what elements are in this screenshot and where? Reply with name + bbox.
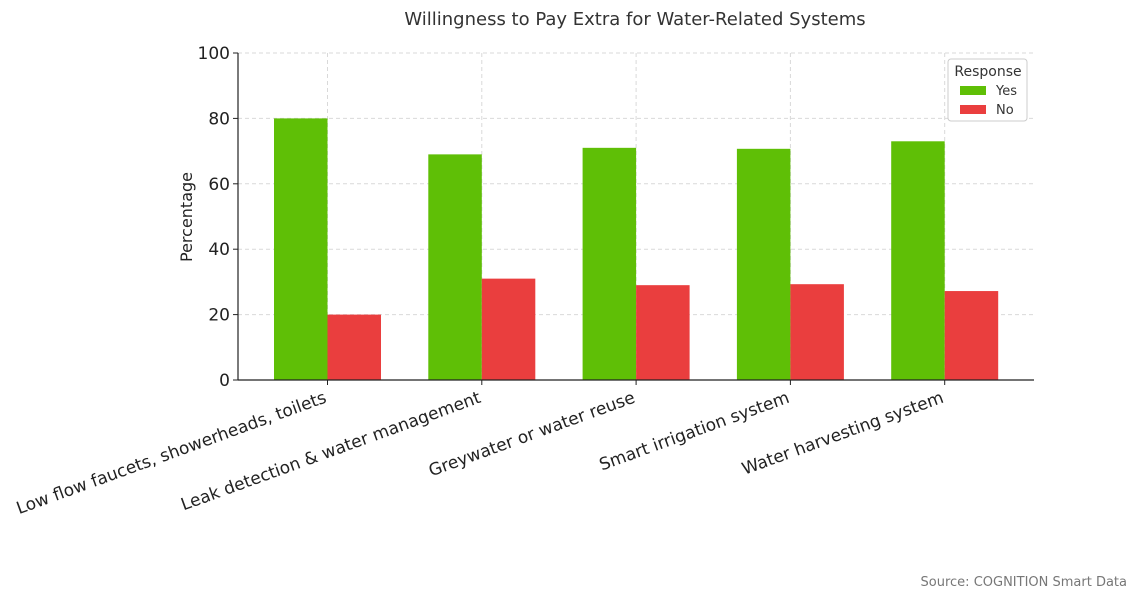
x-tick-label: Low flow faucets, showerheads, toilets xyxy=(14,388,329,519)
source-note: Source: COGNITION Smart Data xyxy=(920,575,1127,590)
axes xyxy=(233,52,1034,385)
legend-swatch-yes xyxy=(960,86,986,95)
legend: Response Yes No xyxy=(947,58,1028,122)
bar-yes-5 xyxy=(891,141,945,380)
legend-label-yes: Yes xyxy=(995,84,1017,99)
bars xyxy=(274,118,999,381)
y-tick-label: 20 xyxy=(208,306,230,326)
legend-label-no: No xyxy=(996,103,1014,118)
y-tick-label: 40 xyxy=(208,240,230,260)
bar-no-4 xyxy=(790,284,844,380)
y-tick-label: 60 xyxy=(208,175,230,195)
bar-no-3 xyxy=(636,285,690,380)
bar-no-2 xyxy=(481,278,536,380)
legend-title: Response xyxy=(954,64,1021,80)
x-tick-label: Leak detection & water management xyxy=(178,388,483,515)
y-tick-label: 100 xyxy=(198,44,230,64)
bar-yes-4 xyxy=(736,148,791,380)
bar-yes-1 xyxy=(274,118,328,381)
y-tick-label: 0 xyxy=(219,371,230,391)
y-axis-label: Percentage xyxy=(177,172,196,262)
chart-title: Willingness to Pay Extra for Water-Relat… xyxy=(404,9,865,30)
legend-swatch-no xyxy=(960,105,986,114)
bar-yes-2 xyxy=(428,154,482,380)
y-tick-label: 80 xyxy=(208,109,230,129)
bar-yes-3 xyxy=(582,147,637,380)
bar-no-1 xyxy=(327,314,381,380)
bar-no-5 xyxy=(944,291,999,380)
